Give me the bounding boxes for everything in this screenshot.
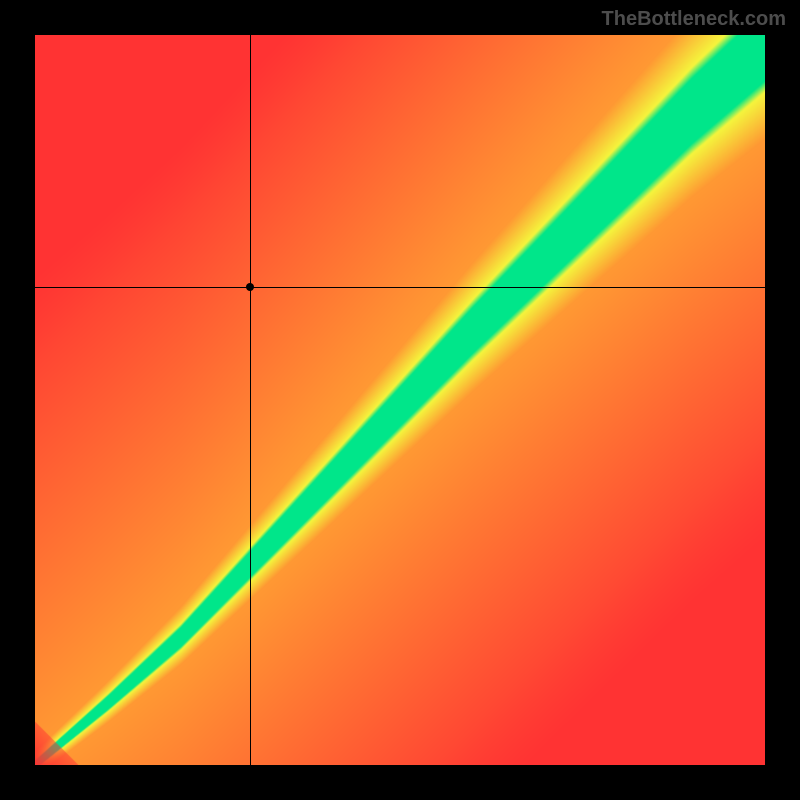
watermark-text: TheBottleneck.com bbox=[602, 8, 786, 31]
crosshair-point bbox=[246, 283, 254, 291]
bottleneck-heatmap bbox=[35, 35, 765, 765]
crosshair-vertical bbox=[250, 35, 251, 765]
crosshair-horizontal bbox=[35, 287, 765, 288]
heatmap-canvas bbox=[35, 35, 765, 765]
